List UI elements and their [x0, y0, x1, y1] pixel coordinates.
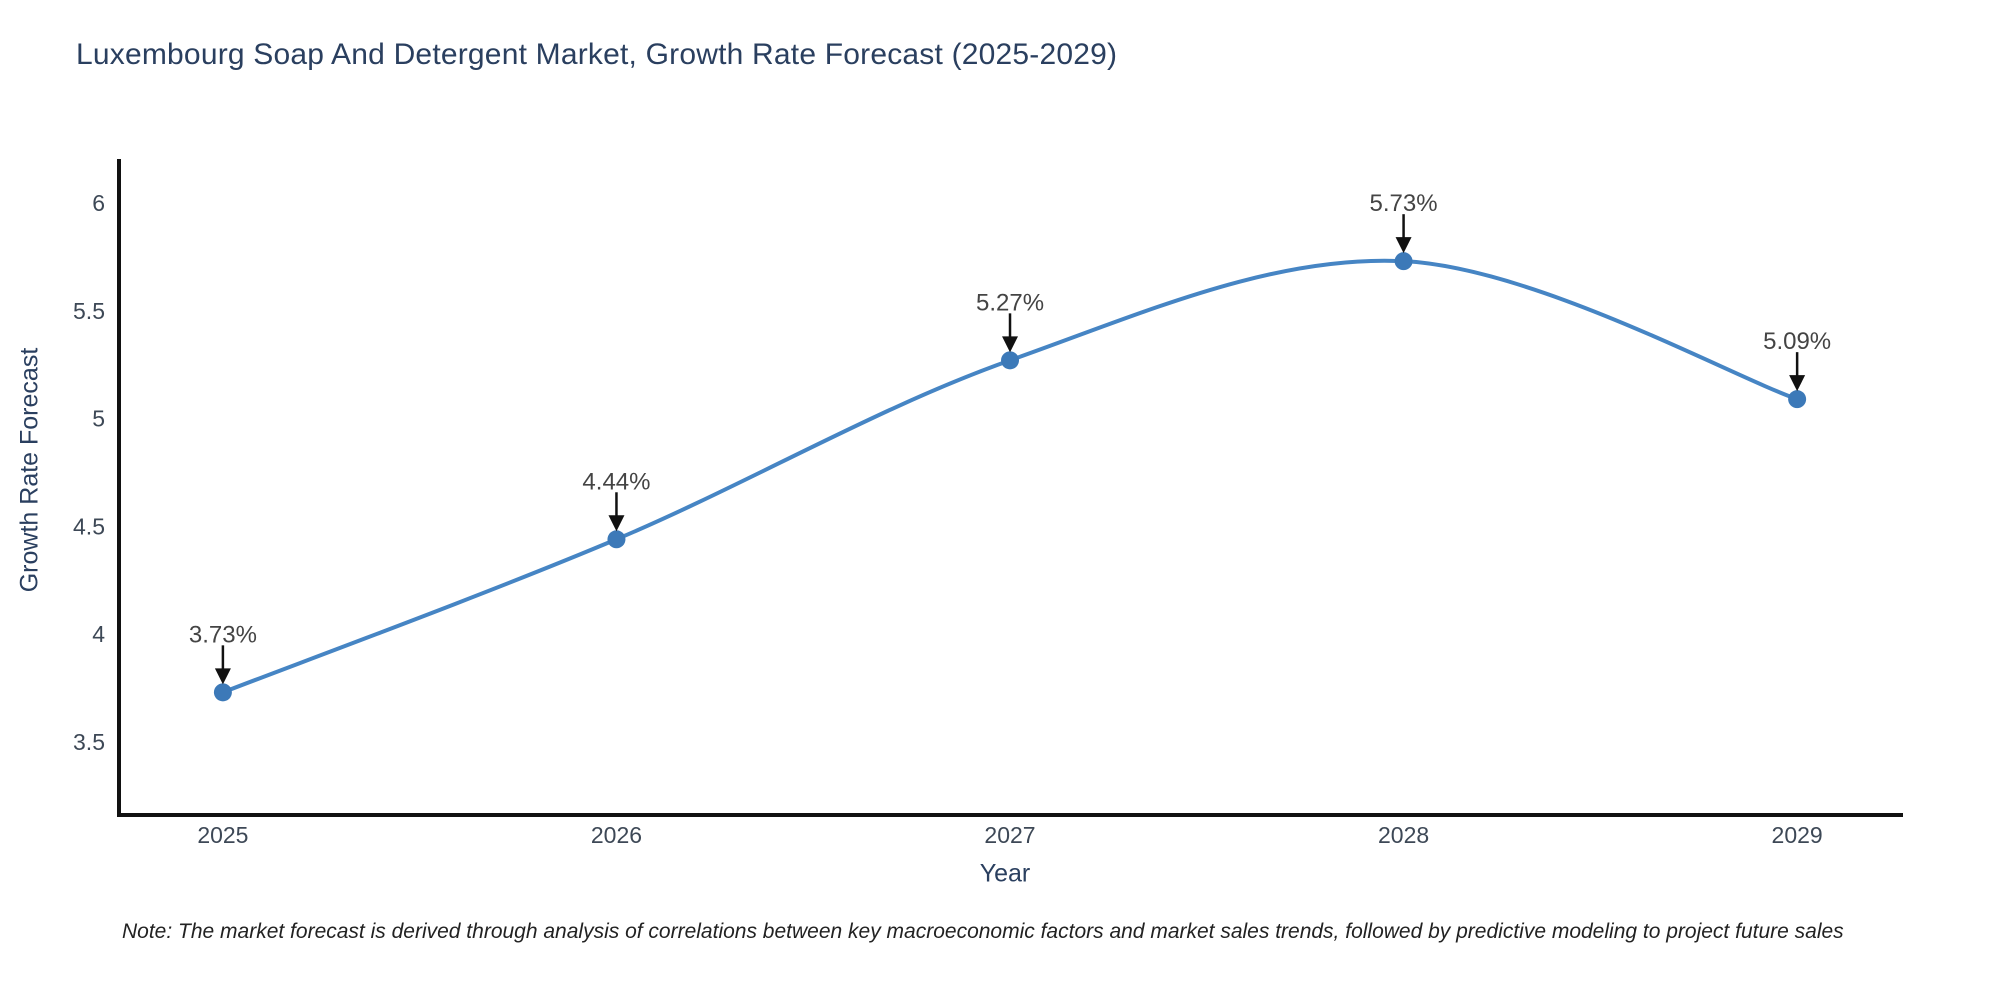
annotation-arrowhead-icon	[1002, 336, 1019, 353]
data-point-marker[interactable]	[1001, 351, 1020, 370]
annotation-arrowhead-icon	[1395, 237, 1412, 254]
annotation-arrowhead-icon	[1789, 375, 1806, 392]
y-tick-label: 4.5	[73, 513, 105, 539]
x-axis-title: Year	[979, 859, 1031, 888]
x-tick-label: 2029	[1772, 822, 1823, 848]
y-tick-label: 3.5	[73, 729, 105, 755]
data-point-label: 5.27%	[976, 289, 1044, 316]
data-point-label: 4.44%	[582, 468, 650, 495]
y-tick-label: 4	[92, 621, 105, 647]
data-point-marker[interactable]	[607, 530, 626, 549]
y-tick-label: 5.5	[73, 298, 105, 324]
chart-title: Luxembourg Soap And Detergent Market, Gr…	[76, 38, 1118, 71]
footnote: Note: The market forecast is derived thr…	[122, 920, 1844, 943]
data-point-label: 3.73%	[189, 621, 257, 648]
data-point-label: 5.73%	[1370, 190, 1438, 217]
x-tick-label: 2027	[984, 822, 1035, 848]
x-tick-label: 2028	[1378, 822, 1429, 848]
annotation-arrowhead-icon	[214, 668, 231, 685]
y-tick-label: 6	[92, 190, 105, 216]
y-axis-title: Growth Rate Forecast	[15, 347, 44, 593]
x-tick-label: 2026	[591, 822, 642, 848]
data-point-marker[interactable]	[213, 683, 232, 702]
x-tick-label: 2025	[197, 822, 248, 848]
data-point-label: 5.09%	[1763, 328, 1831, 355]
annotation-arrowhead-icon	[608, 515, 625, 532]
y-tick-label: 5	[92, 406, 105, 432]
data-point-marker[interactable]	[1394, 252, 1413, 271]
data-point-marker[interactable]	[1788, 390, 1807, 409]
